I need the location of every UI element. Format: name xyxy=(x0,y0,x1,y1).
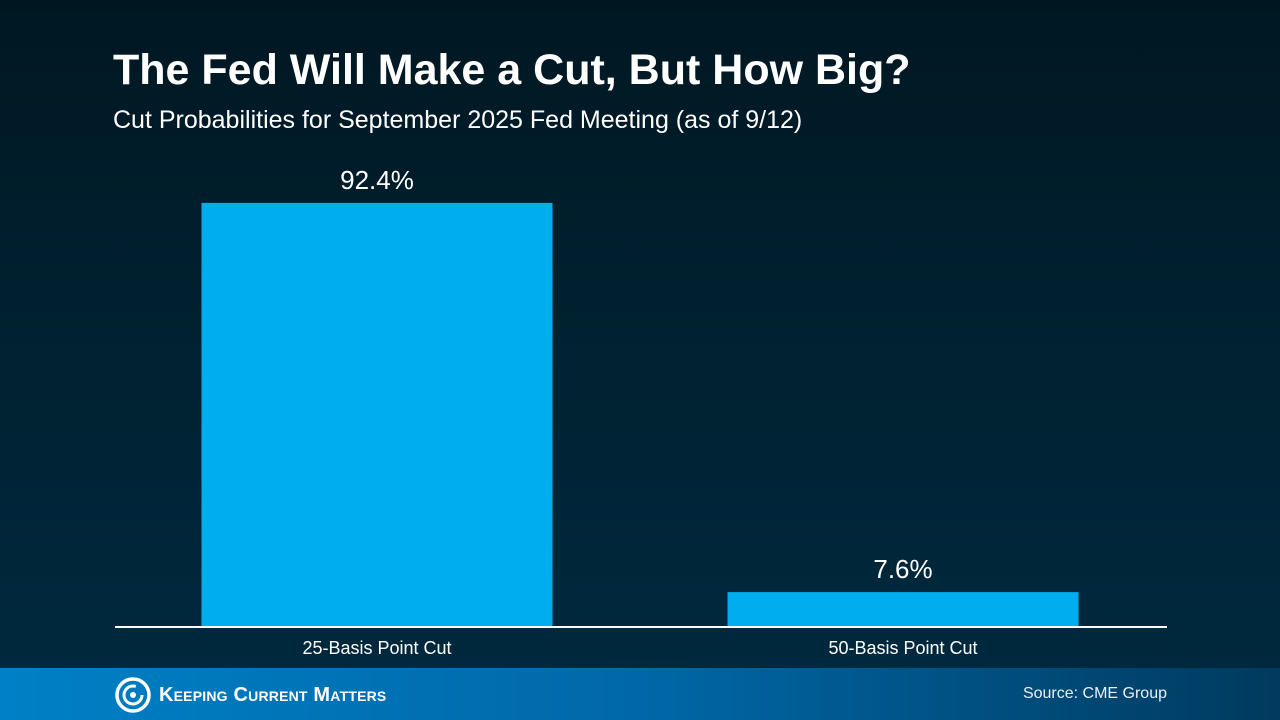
source-note: Source: CME Group xyxy=(1022,685,1167,702)
swirl-logo-icon xyxy=(115,677,151,713)
logo-text: Keeping Current Matters xyxy=(159,683,387,706)
x-tick-label: 50-Basis Point Cut xyxy=(828,638,977,658)
kcm-logo: Keeping Current Matters xyxy=(115,677,386,713)
data-label: 7.6% xyxy=(873,554,932,584)
bar-chart: 92.4% 25-Basis Point Cut 7.6% 50-Basis Poin… xyxy=(201,165,1079,658)
data-label: 92.4% xyxy=(340,165,414,195)
bar xyxy=(201,202,553,627)
chart-subtitle: Cut Probabilities for September 2025 Fed… xyxy=(113,106,803,134)
bar xyxy=(727,592,1079,627)
footer: Keeping Current Matters Source: CME Grou… xyxy=(0,668,1280,720)
chart-title: The Fed Will Make a Cut, But How Big? xyxy=(113,46,911,94)
x-tick-label: 25-Basis Point Cut xyxy=(302,638,451,658)
